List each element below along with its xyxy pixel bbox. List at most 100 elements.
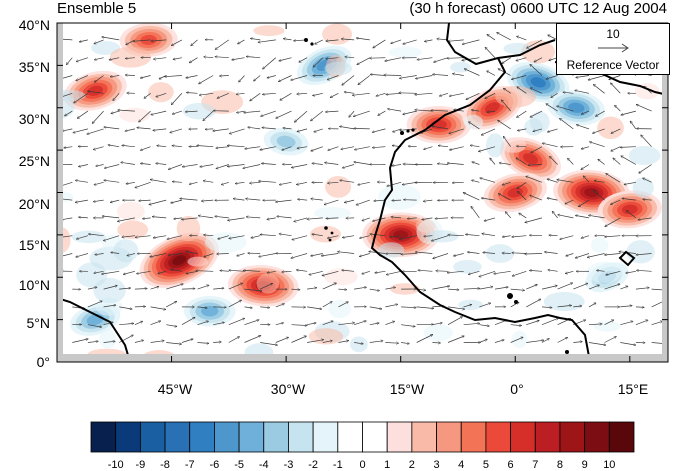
wind-vector [526, 299, 541, 308]
wind-vector [432, 286, 449, 290]
wind-vector [199, 92, 214, 95]
wind-vector [87, 324, 102, 327]
wind-vector [498, 194, 511, 201]
wind-vector [399, 235, 417, 240]
wind-vector [415, 75, 433, 79]
wind-vector [342, 235, 355, 238]
wind-vector [432, 323, 442, 326]
wind-vector [172, 110, 183, 114]
wind-vector [314, 128, 323, 132]
wind-vector [313, 57, 324, 67]
colorbar-swatch [139, 421, 166, 453]
wind-vector [373, 217, 386, 221]
wind-vector [122, 235, 135, 238]
wind-vector [424, 146, 433, 150]
wind-vector [117, 217, 135, 222]
wind-vector [166, 342, 181, 345]
wind-vector [557, 180, 574, 183]
wind-vector [587, 253, 605, 258]
wind-vector [189, 181, 198, 184]
wind-vector [615, 105, 621, 112]
wind-vector [201, 200, 214, 201]
colorbar-tick-label: -9 [135, 459, 146, 471]
wind-vector [480, 178, 496, 183]
wind-vector [261, 163, 276, 164]
wind-vector [291, 336, 307, 343]
wind-vector [87, 341, 98, 342]
wind-vector [93, 146, 104, 150]
wind-vector [541, 286, 557, 290]
wind-vector [198, 216, 214, 219]
wind-vector [447, 163, 464, 165]
wind-vector [510, 325, 522, 326]
wind-vector [483, 252, 496, 253]
wind-vector [431, 110, 449, 111]
wind-vector [341, 146, 355, 150]
wind-vector [171, 39, 183, 46]
wind-vector [267, 75, 276, 78]
anomaly-patch [349, 336, 368, 353]
wind-vector [322, 270, 339, 275]
wind-vector [227, 146, 245, 147]
wind-vector [203, 110, 214, 121]
wind-vector [530, 110, 543, 117]
wind-vector [517, 182, 527, 188]
wind-vector [104, 127, 120, 130]
wind-vector [511, 75, 527, 80]
wind-vector [516, 57, 527, 61]
wind-vector [402, 181, 417, 184]
wind-vector [525, 217, 543, 223]
wind-vector [549, 235, 558, 236]
wind-vector [593, 84, 605, 94]
reference-vector-label: Reference Vector [566, 58, 660, 72]
wind-vector [546, 104, 558, 112]
wind-vector [326, 218, 339, 219]
colorbar-swatch [510, 421, 536, 453]
wind-vector [325, 111, 339, 112]
wind-vector [447, 336, 464, 343]
wind-vector [354, 146, 370, 150]
lat-label: 15°N [18, 237, 50, 253]
lat-label: 10°N [18, 277, 50, 293]
anomaly-patch [503, 42, 532, 55]
wind-vector [127, 253, 135, 256]
wind-vector [262, 128, 276, 130]
wind-vector [517, 87, 527, 94]
wind-vector [291, 289, 301, 290]
wind-vector [326, 40, 339, 41]
wind-vector [110, 76, 120, 77]
wind-vector [119, 306, 132, 309]
wind-vector [95, 254, 104, 255]
wind-vector [581, 146, 590, 149]
wind-vector [294, 217, 308, 222]
wind-vector [557, 337, 568, 343]
wind-vector [550, 156, 558, 165]
wind-vector [94, 75, 104, 83]
wind-vector [246, 199, 261, 201]
colorbar-swatch [485, 421, 511, 453]
wind-vector [125, 128, 135, 131]
wind-vector [360, 235, 370, 239]
wind-vector [503, 136, 511, 147]
wind-vector [282, 146, 292, 151]
anomaly-contour [87, 85, 103, 96]
wind-vector [370, 74, 386, 75]
wind-vector [530, 195, 543, 201]
wind-vector [171, 93, 183, 104]
wind-vector [517, 128, 527, 131]
wind-vector [565, 270, 574, 273]
wind-vector [213, 322, 224, 326]
wind-vector [79, 217, 88, 218]
wind-vector [275, 323, 284, 326]
anomaly-contour [393, 230, 409, 240]
wind-vector [279, 57, 292, 61]
wind-vector [307, 340, 324, 343]
wind-vector [533, 128, 543, 132]
wind-vector [283, 39, 292, 40]
wind-vector [228, 283, 243, 290]
wind-vector [338, 302, 348, 308]
wind-vector [244, 288, 263, 291]
wind-vector [260, 307, 270, 308]
wind-vector [65, 110, 73, 116]
anomaly-patch [511, 330, 528, 348]
